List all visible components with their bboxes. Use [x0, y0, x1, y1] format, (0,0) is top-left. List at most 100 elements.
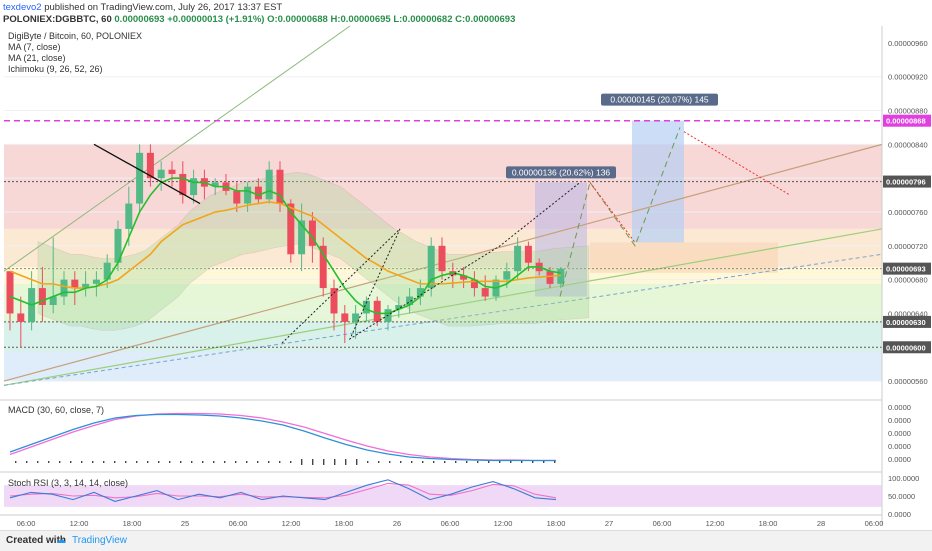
- macd-histogram-bar: [411, 461, 413, 463]
- fib-band-5: [4, 321, 882, 352]
- fib-band-4: [4, 283, 882, 322]
- target-label-1: 0.00000136 (20.62%) 136: [512, 167, 611, 177]
- macd-histogram-bar: [334, 459, 336, 465]
- candle-body: [265, 169, 273, 200]
- trend-line-outer: [3, 25, 351, 272]
- stoch-tick: 100.0000: [888, 474, 919, 483]
- ma21-line: [9, 201, 561, 289]
- macd-tick: 0.0000: [888, 416, 911, 425]
- candle-body: [416, 288, 424, 297]
- macd-histogram-bar: [444, 461, 446, 463]
- macd-histogram-bar: [26, 461, 28, 463]
- stoch-tick: 50.0000: [888, 492, 915, 501]
- price-tick: 0.00000560: [888, 377, 928, 386]
- footer-bar: Created with ☁ TradingView: [0, 530, 932, 551]
- macd-tick: 0.0000: [888, 455, 911, 464]
- trend-line-dashed: [3, 253, 883, 386]
- macd-histogram-bar: [191, 461, 193, 463]
- quote-line: POLONIEX:DGBBTC, 60 0.00000693 +0.000000…: [3, 14, 515, 25]
- time-tick: 28: [817, 519, 825, 528]
- time-tick: 27: [605, 519, 613, 528]
- triangle-pattern: [281, 182, 581, 344]
- pullback-line-1: [589, 182, 636, 243]
- macd-histogram-bar: [92, 461, 94, 463]
- price-marker-bg: [883, 341, 931, 354]
- macd-histogram-bar: [125, 461, 127, 463]
- legend-ichimoku[interactable]: Ichimoku (9, 26, 52, 26): [8, 64, 103, 74]
- tradingview-logo[interactable]: TradingView: [72, 535, 128, 546]
- last-price: 0.00000693: [114, 14, 165, 25]
- stoch-d-line: [9, 482, 557, 499]
- legend-ma21[interactable]: MA (21, close): [8, 53, 66, 63]
- fib-band-6: [4, 351, 882, 382]
- time-tick: 06:00: [865, 519, 884, 528]
- macd-histogram-bar: [312, 459, 314, 465]
- time-tick: 06:00: [441, 519, 460, 528]
- price-marker-bg: [883, 114, 931, 127]
- author-link[interactable]: texdevo2: [3, 2, 42, 13]
- candle-body: [481, 288, 489, 297]
- price-tick: 0.00000720: [888, 242, 928, 251]
- macd-histogram-bar: [466, 461, 468, 463]
- candle-body: [190, 178, 198, 196]
- candle-body: [276, 169, 284, 204]
- macd-histogram-bar: [257, 461, 259, 463]
- legend-ma7[interactable]: MA (7, close): [8, 42, 61, 52]
- stoch-label[interactable]: Stoch RSI (3, 3, 14, 14, close): [8, 478, 129, 488]
- macd-histogram-bar: [59, 461, 61, 463]
- candle-body: [503, 271, 511, 280]
- macd-histogram-bar: [279, 461, 281, 463]
- macd-histogram-bar: [301, 459, 303, 465]
- high-value: H:0.00000695: [330, 14, 391, 25]
- candle-body: [362, 300, 370, 314]
- candle-body: [524, 245, 532, 263]
- candle-body: [6, 271, 14, 314]
- macd-histogram-bar: [268, 461, 270, 463]
- macd-label[interactable]: MACD (30, 60, close, 7): [8, 405, 105, 415]
- macd-histogram-bar: [114, 461, 116, 463]
- candle-body: [136, 152, 144, 204]
- candle-body: [157, 169, 165, 179]
- candle-body: [92, 279, 100, 284]
- candle-body: [438, 245, 446, 272]
- macd-histogram-bar: [103, 461, 105, 463]
- time-tick: 12:00: [494, 519, 513, 528]
- candle-body: [514, 245, 522, 272]
- macd-histogram-bar: [48, 461, 50, 463]
- pattern-line: [93, 143, 201, 205]
- macd-histogram-bar: [532, 461, 534, 463]
- macd-histogram-bar: [15, 461, 17, 463]
- macd-histogram-bar: [224, 461, 226, 463]
- price-marker: 0.00000868: [886, 117, 926, 126]
- price-tick: 0.00000680: [888, 276, 928, 285]
- macd-histogram-bar: [389, 461, 391, 463]
- created-with-text: Created with: [6, 535, 67, 546]
- price-change: +0.00000013 (+1.91%): [167, 14, 265, 25]
- macd-histogram-bar: [510, 461, 512, 463]
- time-tick: 12:00: [70, 519, 89, 528]
- candle-body: [427, 245, 435, 289]
- published-text: published on TradingView.com, July 26, 2…: [44, 2, 283, 13]
- candle-body: [287, 203, 295, 255]
- trend-line-lower: [3, 228, 883, 386]
- candle-body: [211, 182, 219, 187]
- time-tick: 18:00: [759, 519, 778, 528]
- time-tick: 25: [181, 519, 189, 528]
- time-tick: 18:00: [547, 519, 566, 528]
- macd-histogram-bar: [235, 461, 237, 463]
- price-marker: 0.00000600: [886, 343, 926, 352]
- price-tick: 0.00000960: [888, 39, 928, 48]
- macd-histogram-bar: [455, 461, 457, 463]
- time-tick: 12:00: [706, 519, 725, 528]
- macd-histogram-bar: [422, 461, 424, 463]
- candle-body: [308, 220, 316, 246]
- target-label-2: 0.00000145 (20.07%) 145: [610, 95, 709, 105]
- macd-histogram-bar: [433, 461, 435, 463]
- target-label-2-bg: [601, 93, 718, 106]
- candle-body: [546, 271, 554, 284]
- macd-histogram-bar: [147, 461, 149, 463]
- candle-body: [352, 313, 360, 322]
- candle-body: [38, 288, 46, 305]
- candle-body: [17, 313, 25, 322]
